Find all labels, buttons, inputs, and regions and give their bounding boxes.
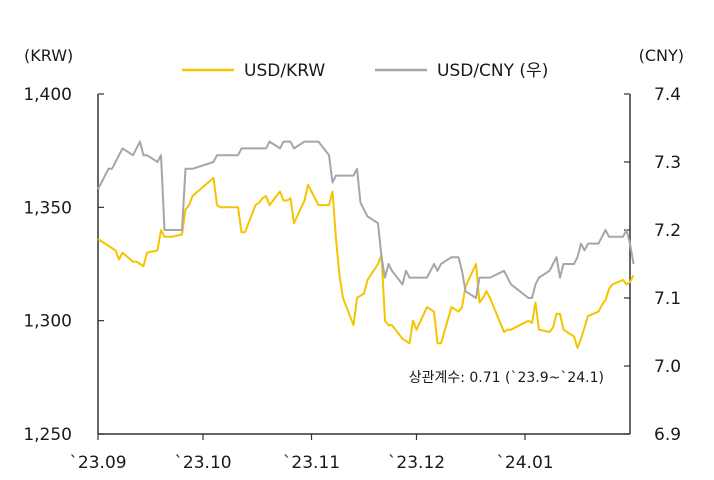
right-tick-label: 7.0 <box>654 357 681 377</box>
left-axis-unit: (KRW) <box>24 46 73 65</box>
right-tick-label: 7.1 <box>654 289 681 309</box>
left-tick-label: 1,400 <box>23 85 72 105</box>
x-tick-label: `23.11 <box>283 453 340 473</box>
x-tick-label: `23.09 <box>69 453 126 473</box>
right-tick-label: 6.9 <box>654 425 681 445</box>
right-axis-unit: (CNY) <box>639 46 684 65</box>
series-line-usd-cny <box>97 140 635 299</box>
legend-label-usd-krw: USD/KRW <box>244 61 325 81</box>
right-tick-label: 7.2 <box>654 221 681 241</box>
x-tick-label: `24.01 <box>496 453 553 473</box>
right-tick-label: 7.4 <box>654 85 681 105</box>
x-tick-label: `23.10 <box>174 453 231 473</box>
right-tick-label: 7.3 <box>654 153 681 173</box>
legend-label-usd-cny: USD/CNY (우) <box>437 61 548 81</box>
left-tick-label: 1,350 <box>23 198 72 218</box>
left-tick-label: 1,250 <box>23 425 72 445</box>
series-line-usd-krw <box>97 176 635 349</box>
x-tick-label: `23.12 <box>388 453 445 473</box>
correlation-annotation: 상관계수: 0.71 (`23.9~`24.1) <box>409 370 604 386</box>
left-tick-label: 1,300 <box>23 312 72 332</box>
